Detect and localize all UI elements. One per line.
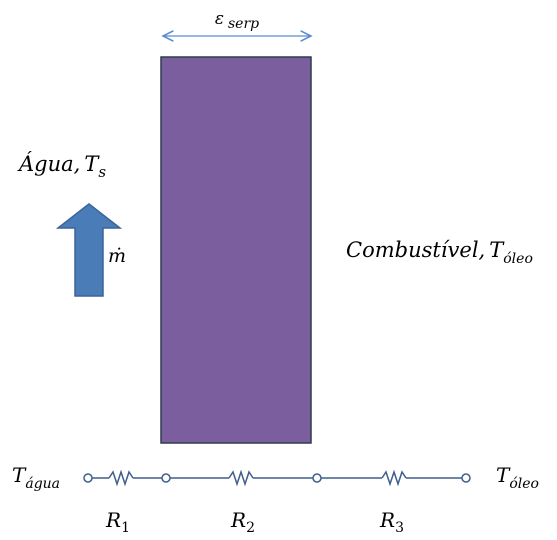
node-right — [461, 473, 471, 483]
right-node-label: Tóleo — [496, 463, 539, 492]
resistor-1-icon — [108, 469, 134, 487]
mass-flow-label: ṁ — [108, 245, 126, 267]
fuel-label: Combustível, Tóleo — [346, 238, 533, 267]
node-2 — [161, 473, 171, 483]
flow-arrow-icon — [55, 203, 123, 297]
coil-wall — [160, 56, 312, 444]
left-node-label: Tágua — [12, 463, 60, 492]
resistor-3-icon — [381, 469, 407, 487]
resistor-1-label: R1 — [105, 508, 130, 536]
node-left — [83, 473, 93, 483]
resistor-2-label: R2 — [230, 508, 255, 536]
resistor-3-label: R3 — [379, 508, 404, 536]
thermal-circuit — [83, 469, 471, 487]
thickness-label: ε serp — [215, 9, 259, 32]
water-label: Água, Ts — [17, 152, 106, 181]
thickness-dimension: ε serp — [163, 9, 311, 36]
node-3 — [312, 473, 322, 483]
resistor-2-icon — [228, 469, 254, 487]
